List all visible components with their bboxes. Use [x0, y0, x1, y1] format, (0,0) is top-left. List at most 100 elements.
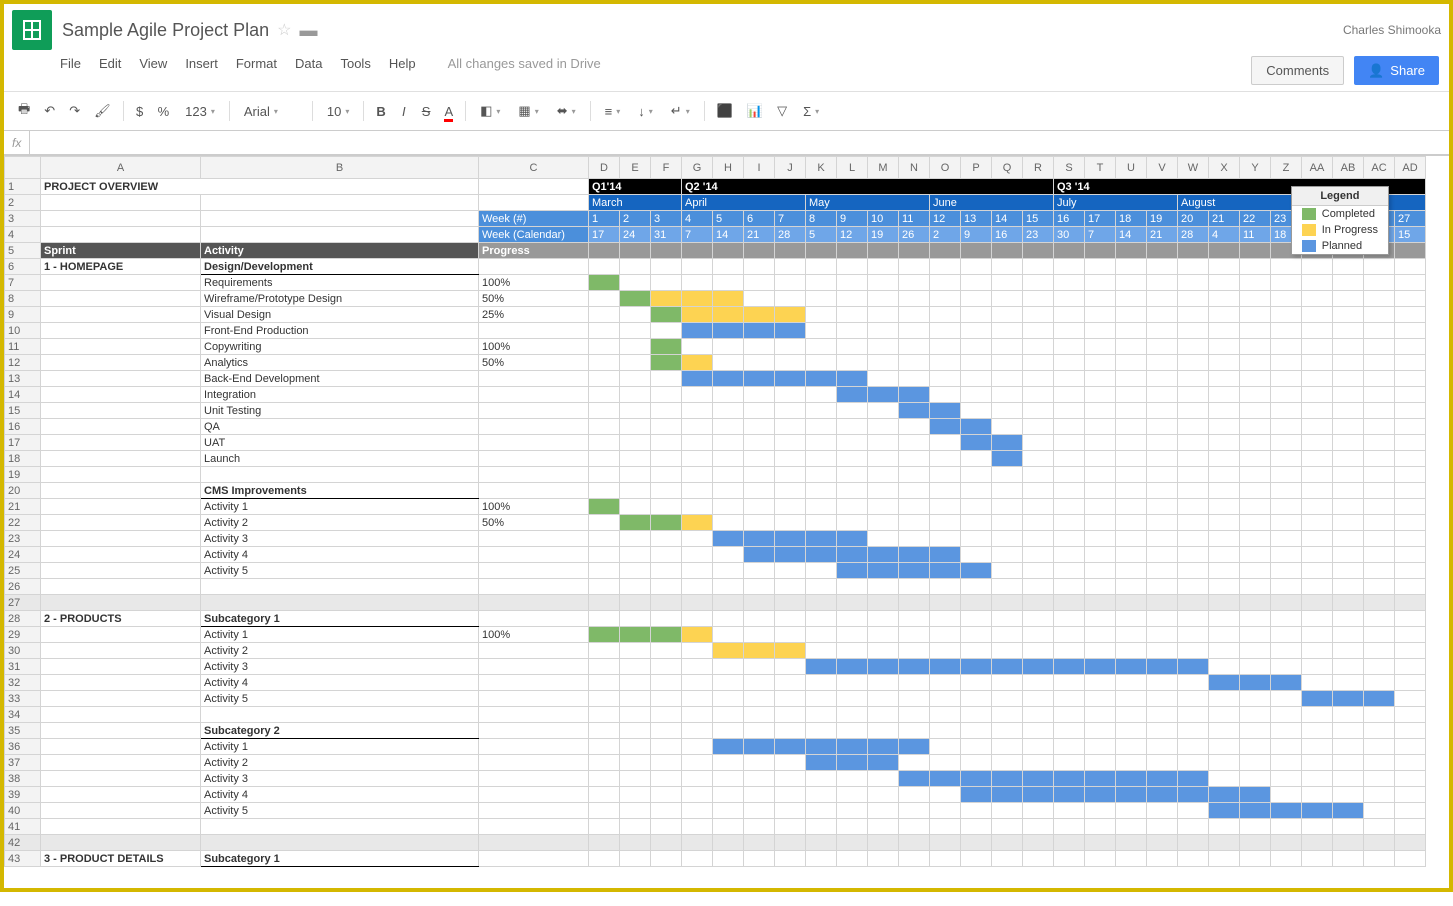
- gantt-cell[interactable]: [744, 259, 775, 275]
- gantt-cell[interactable]: [620, 803, 651, 819]
- gantt-cell[interactable]: [1085, 771, 1116, 787]
- gantt-cell[interactable]: [1333, 659, 1364, 675]
- gantt-cell[interactable]: [837, 483, 868, 499]
- gantt-cell[interactable]: [713, 819, 744, 835]
- gantt-cell[interactable]: [1333, 707, 1364, 723]
- gantt-cell[interactable]: [961, 323, 992, 339]
- gantt-cell[interactable]: [1023, 467, 1054, 483]
- sprint-cell[interactable]: [41, 707, 201, 723]
- gantt-cell[interactable]: [868, 787, 899, 803]
- gantt-cell[interactable]: [682, 579, 713, 595]
- sprint-cell[interactable]: [41, 835, 201, 851]
- gantt-cell[interactable]: [1147, 595, 1178, 611]
- gantt-cell[interactable]: [775, 355, 806, 371]
- progress-cell[interactable]: 100%: [479, 499, 589, 515]
- progress-cell[interactable]: [479, 403, 589, 419]
- gantt-cell[interactable]: [1178, 595, 1209, 611]
- gantt-cell[interactable]: [1271, 259, 1302, 275]
- gantt-cell[interactable]: [1085, 403, 1116, 419]
- gantt-cell[interactable]: [1023, 291, 1054, 307]
- gantt-cell[interactable]: [1023, 707, 1054, 723]
- gantt-cell[interactable]: [1240, 435, 1271, 451]
- gantt-cell[interactable]: [837, 307, 868, 323]
- gantt-cell[interactable]: [1178, 627, 1209, 643]
- gantt-cell[interactable]: [1333, 499, 1364, 515]
- gantt-cell[interactable]: [1178, 819, 1209, 835]
- gantt-cell[interactable]: [713, 803, 744, 819]
- gantt-cell[interactable]: [744, 275, 775, 291]
- gantt-cell[interactable]: [868, 467, 899, 483]
- gantt-cell[interactable]: [1209, 835, 1240, 851]
- sprint-cell[interactable]: [41, 275, 201, 291]
- gantt-cell[interactable]: [744, 819, 775, 835]
- halign-button[interactable]: ≡: [597, 100, 629, 123]
- gantt-cell[interactable]: [899, 531, 930, 547]
- gantt-cell[interactable]: [1023, 547, 1054, 563]
- gantt-cell[interactable]: [651, 643, 682, 659]
- gantt-cell[interactable]: [806, 275, 837, 291]
- progress-cell[interactable]: [479, 387, 589, 403]
- gantt-cell[interactable]: [713, 435, 744, 451]
- gantt-cell[interactable]: [868, 851, 899, 867]
- gantt-cell[interactable]: [1085, 339, 1116, 355]
- progress-cell[interactable]: [479, 483, 589, 499]
- gantt-cell[interactable]: [589, 851, 620, 867]
- gantt-cell[interactable]: [589, 787, 620, 803]
- gantt-cell[interactable]: [992, 451, 1023, 467]
- gantt-cell[interactable]: [1178, 403, 1209, 419]
- gantt-cell[interactable]: [1147, 755, 1178, 771]
- gantt-cell[interactable]: [1023, 435, 1054, 451]
- gantt-cell[interactable]: [930, 515, 961, 531]
- gantt-cell[interactable]: [837, 451, 868, 467]
- gantt-cell[interactable]: [930, 419, 961, 435]
- gantt-cell[interactable]: [1240, 515, 1271, 531]
- gantt-cell[interactable]: [1395, 483, 1426, 499]
- gantt-cell[interactable]: [1023, 739, 1054, 755]
- paint-icon[interactable]: 🖌: [88, 99, 117, 123]
- col-header[interactable]: A: [41, 157, 201, 179]
- gantt-cell[interactable]: [1271, 595, 1302, 611]
- gantt-cell[interactable]: [1302, 563, 1333, 579]
- sprint-cell[interactable]: [41, 691, 201, 707]
- gantt-cell[interactable]: [961, 819, 992, 835]
- activity-cell[interactable]: Front-End Production: [201, 323, 479, 339]
- gantt-cell[interactable]: [992, 755, 1023, 771]
- gantt-cell[interactable]: [1178, 835, 1209, 851]
- gantt-cell[interactable]: [837, 499, 868, 515]
- gantt-cell[interactable]: [1085, 435, 1116, 451]
- progress-cell[interactable]: [479, 419, 589, 435]
- gantt-cell[interactable]: [620, 835, 651, 851]
- gantt-cell[interactable]: [1116, 675, 1147, 691]
- activity-cell[interactable]: Design/Development: [201, 259, 479, 275]
- gantt-cell[interactable]: [1116, 515, 1147, 531]
- gantt-cell[interactable]: [992, 723, 1023, 739]
- gantt-cell[interactable]: [1085, 259, 1116, 275]
- gantt-cell[interactable]: [1333, 467, 1364, 483]
- gantt-cell[interactable]: [620, 643, 651, 659]
- gantt-cell[interactable]: [744, 483, 775, 499]
- gantt-cell[interactable]: [1085, 291, 1116, 307]
- gantt-cell[interactable]: [682, 435, 713, 451]
- gantt-cell[interactable]: [1209, 307, 1240, 323]
- gantt-cell[interactable]: [1023, 403, 1054, 419]
- gantt-cell[interactable]: [930, 291, 961, 307]
- gantt-cell[interactable]: [1364, 611, 1395, 627]
- gantt-cell[interactable]: [775, 419, 806, 435]
- gantt-cell[interactable]: [1178, 787, 1209, 803]
- gantt-cell[interactable]: [1085, 739, 1116, 755]
- gantt-cell[interactable]: [806, 707, 837, 723]
- gantt-cell[interactable]: [837, 739, 868, 755]
- gantt-cell[interactable]: [713, 355, 744, 371]
- sprint-cell[interactable]: [41, 547, 201, 563]
- gantt-cell[interactable]: [1209, 323, 1240, 339]
- gantt-cell[interactable]: [1302, 739, 1333, 755]
- gantt-cell[interactable]: [1147, 307, 1178, 323]
- folder-icon[interactable]: ▬: [299, 20, 317, 41]
- gantt-cell[interactable]: [1240, 627, 1271, 643]
- gantt-cell[interactable]: [1333, 323, 1364, 339]
- gantt-cell[interactable]: [1240, 691, 1271, 707]
- gantt-cell[interactable]: [1333, 675, 1364, 691]
- gantt-cell[interactable]: [930, 323, 961, 339]
- gantt-cell[interactable]: [806, 339, 837, 355]
- gantt-cell[interactable]: [589, 499, 620, 515]
